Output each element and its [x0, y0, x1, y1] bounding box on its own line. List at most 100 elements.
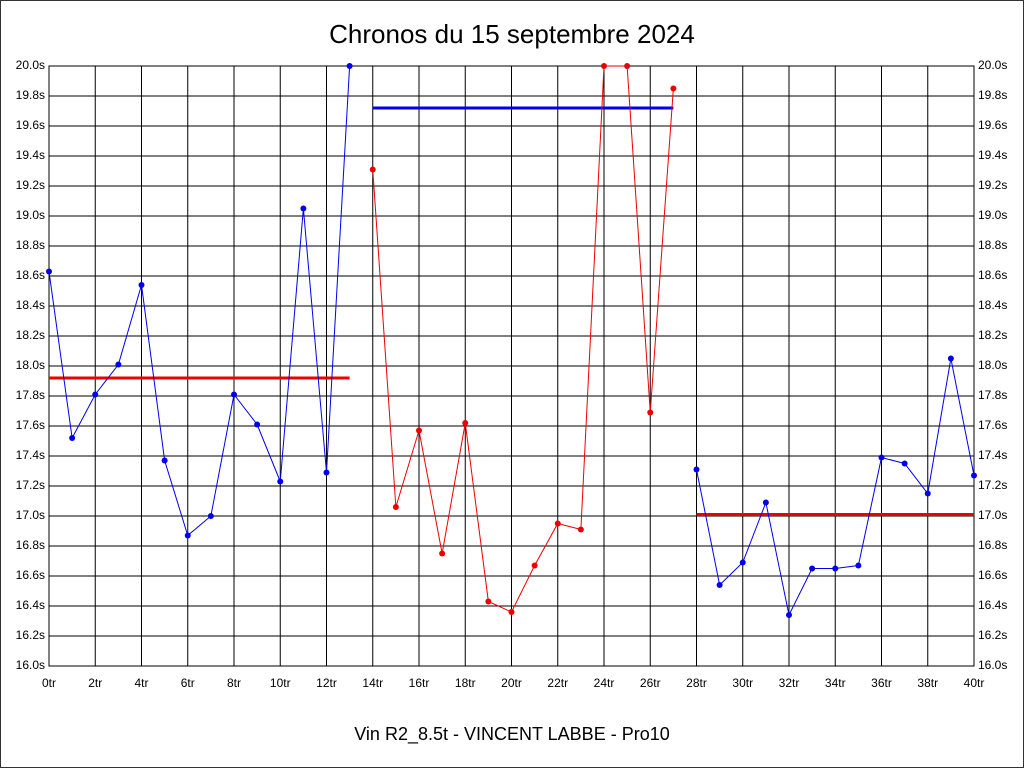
data-point	[184, 532, 191, 539]
y-tick-label: 19.6s	[16, 118, 45, 132]
data-point	[647, 409, 654, 416]
data-point	[416, 427, 422, 434]
y2-tick-label: 19.2s	[978, 178, 1007, 192]
y-tick-label: 19.4s	[16, 148, 45, 162]
y-tick-label: 16.8s	[16, 538, 45, 552]
data-point	[878, 454, 885, 461]
data-point	[762, 499, 769, 506]
y-tick-label: 18.8s	[16, 238, 45, 252]
data-point	[92, 391, 99, 398]
data-point	[508, 609, 515, 615]
data-point	[323, 469, 330, 476]
x-tick-label: 16tr	[409, 676, 430, 690]
x-tick-label: 10tr	[270, 676, 291, 690]
y2-tick-label: 16.6s	[978, 568, 1007, 582]
data-point	[947, 355, 954, 362]
y-tick-label: 16.0s	[16, 658, 45, 672]
data-point	[207, 513, 214, 519]
data-point	[601, 63, 607, 69]
series-line	[48, 65, 351, 537]
x-tick-label: 36tr	[871, 676, 892, 690]
x-tick-label: 22tr	[547, 676, 568, 690]
y-tick-label: 16.4s	[16, 598, 45, 612]
y-tick-label: 17.2s	[16, 478, 45, 492]
y2-tick-label: 17.4s	[978, 448, 1007, 462]
y2-tick-label: 18.4s	[978, 298, 1007, 312]
data-point	[554, 520, 561, 527]
x-tick-label: 4tr	[134, 676, 148, 690]
y2-tick-label: 16.4s	[978, 598, 1007, 612]
data-point	[138, 282, 145, 288]
y2-tick-label: 18.0s	[978, 358, 1007, 372]
y2-tick-label: 19.0s	[978, 208, 1007, 222]
data-point	[531, 562, 538, 569]
y-tick-label: 18.2s	[16, 328, 45, 342]
data-point	[670, 85, 677, 92]
y2-tick-label: 19.4s	[978, 148, 1007, 162]
y2-tick-label: 16.0s	[978, 658, 1007, 672]
x-tick-label: 24tr	[594, 676, 615, 690]
data-point	[577, 526, 584, 533]
x-tick-label: 2tr	[88, 676, 102, 690]
data-point	[346, 63, 353, 69]
y-tick-label: 19.2s	[16, 178, 45, 192]
data-point	[832, 565, 839, 572]
data-point	[392, 504, 399, 510]
y2-tick-label: 16.2s	[978, 628, 1007, 642]
y2-tick-label: 18.6s	[978, 268, 1007, 282]
y-tick-label: 19.0s	[16, 208, 45, 222]
data-point	[901, 460, 908, 467]
y-tick-label: 20.0s	[16, 58, 45, 72]
data-point	[115, 361, 122, 368]
x-tick-label: 6tr	[181, 676, 195, 690]
data-point	[693, 466, 700, 473]
data-point	[254, 421, 261, 428]
x-tick-label: 40tr	[964, 676, 985, 690]
data-point	[855, 562, 862, 569]
y2-tick-label: 17.2s	[978, 478, 1007, 492]
data-point	[462, 420, 469, 426]
data-point	[924, 490, 931, 497]
x-tick-label: 38tr	[917, 676, 938, 690]
data-point	[161, 457, 168, 464]
y2-tick-label: 18.2s	[978, 328, 1007, 342]
x-tick-label: 20tr	[501, 676, 522, 690]
series-line	[372, 65, 674, 613]
y2-tick-label: 17.6s	[978, 418, 1007, 432]
data-point	[624, 63, 631, 69]
x-tick-label: 32tr	[779, 676, 800, 690]
y-tick-label: 18.0s	[16, 358, 45, 372]
x-tick-label: 14tr	[362, 676, 383, 690]
data-point	[485, 598, 492, 605]
x-tick-label: 26tr	[640, 676, 661, 690]
x-tick-label: 0tr	[42, 676, 56, 690]
y2-tick-label: 16.8s	[978, 538, 1007, 552]
y-tick-label: 17.6s	[16, 418, 45, 432]
data-point	[809, 565, 816, 572]
x-tick-label: 28tr	[686, 676, 707, 690]
x-tick-label: 12tr	[316, 676, 337, 690]
data-point	[277, 478, 284, 485]
y2-tick-label: 17.8s	[978, 388, 1007, 402]
data-point	[300, 205, 307, 212]
y-tick-label: 19.8s	[16, 88, 45, 102]
data-point	[231, 391, 237, 398]
x-axis-label: Vin R2_8.5t - VINCENT LABBE - Pro10	[354, 724, 669, 745]
data-point	[971, 472, 977, 479]
y-tick-label: 17.0s	[16, 508, 45, 522]
y2-tick-label: 19.8s	[978, 88, 1007, 102]
y-tick-label: 16.6s	[16, 568, 45, 582]
y2-tick-label: 17.0s	[978, 508, 1007, 522]
plot-border	[48, 65, 975, 667]
data-point	[69, 435, 76, 441]
chart-title: Chronos du 15 septembre 2024	[329, 19, 695, 49]
y-tick-label: 17.4s	[16, 448, 45, 462]
data-point	[439, 550, 446, 557]
y2-tick-label: 19.6s	[978, 118, 1007, 132]
x-tick-label: 8tr	[227, 676, 241, 690]
x-tick-label: 34tr	[825, 676, 846, 690]
y-tick-label: 17.8s	[16, 388, 45, 402]
y-tick-label: 16.2s	[16, 628, 45, 642]
y-tick-label: 18.4s	[16, 298, 45, 312]
